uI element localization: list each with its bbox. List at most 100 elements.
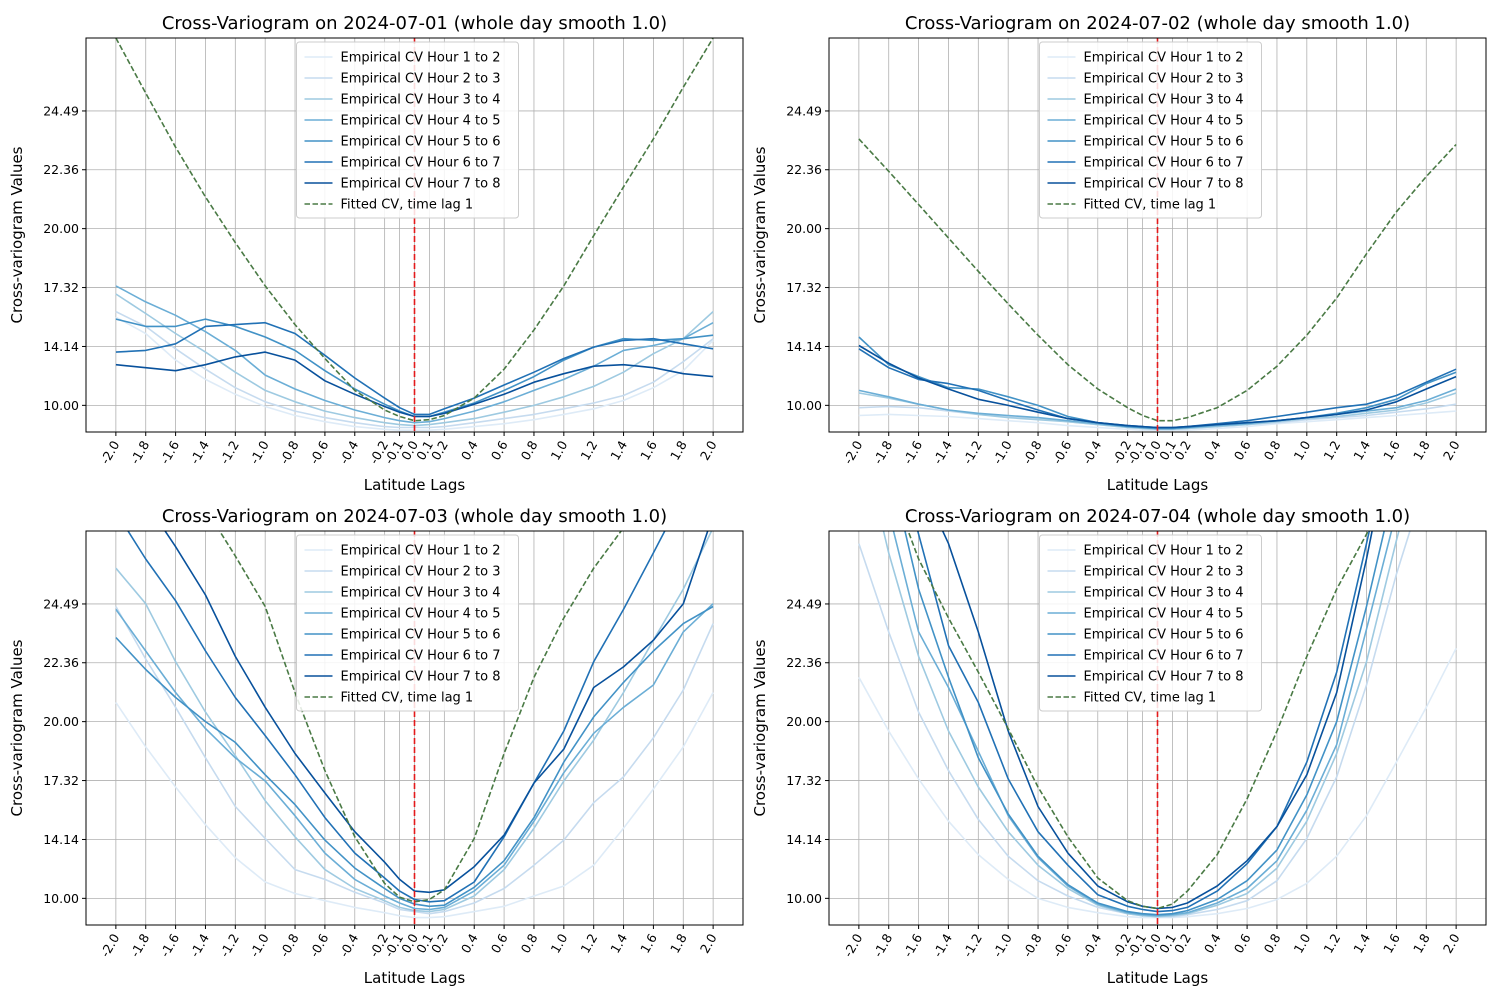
y-tick-label: 14.14: [43, 832, 79, 847]
x-tick-label: 1.4: [1350, 438, 1373, 463]
chart-panel-2: -2.0 -1.8 -1.6 -1.4 -1.2 -1.0 -0.8 -0.6 -0.4 -0.2…: [751, 13, 1487, 494]
chart-title: Cross-Variogram on 2024-07-01 (whole day…: [162, 13, 667, 34]
y-tick-label: 22.36: [786, 655, 822, 670]
x-tick-label: 0.2: [428, 931, 451, 956]
x-tick-label: -0.4: [336, 438, 361, 467]
x-tick-label: 1.0: [1290, 438, 1313, 463]
legend-entry: Empirical CV Hour 2 to 3: [1084, 72, 1244, 87]
x-tick-label: 0.2: [1171, 931, 1194, 956]
chart-title: Cross-Variogram on 2024-07-02 (whole day…: [905, 13, 1410, 34]
x-tick-label: 1.4: [607, 438, 630, 463]
series-line-8: [115, 38, 714, 422]
legend-entry: Empirical CV Hour 3 to 4: [1084, 586, 1244, 601]
y-tick-label: 10.00: [43, 891, 79, 906]
x-tick-label: -1.4: [930, 931, 955, 960]
y-tick-label: 10.00: [786, 891, 822, 906]
series-line-8: [907, 531, 1370, 910]
legend-entry: Empirical CV Hour 7 to 8: [1084, 670, 1244, 685]
legend-entry: Fitted CV, time lag 1: [341, 198, 474, 213]
x-tick-label: -0.8: [1019, 438, 1044, 467]
x-tick-label: 1.6: [1380, 438, 1403, 463]
series-line-3: [882, 531, 1400, 918]
y-tick-label: 14.14: [786, 832, 822, 847]
series-line-8: [858, 138, 1457, 422]
x-tick-label: 1.4: [607, 931, 630, 956]
x-tick-label: 1.2: [577, 931, 600, 956]
x-tick-label: 1.0: [547, 438, 570, 463]
x-tick-label: -2.0: [97, 931, 122, 960]
x-tick-label: 1.4: [1350, 931, 1373, 956]
x-tick-label: 0.6: [488, 438, 511, 463]
series-line-1: [115, 692, 714, 919]
x-axis-label: Latitude Lags: [364, 476, 466, 494]
y-tick-label: 14.14: [43, 339, 79, 354]
y-axis-label: Cross-variogram Values: [8, 639, 26, 816]
x-tick-label: -1.4: [930, 438, 955, 467]
x-tick-label: -1.6: [157, 931, 182, 960]
legend-entry: Empirical CV Hour 2 to 3: [1084, 565, 1244, 580]
x-tick-label: -0.8: [1019, 931, 1044, 960]
x-tick-label: 1.6: [637, 438, 660, 463]
x-tick-label: 1.0: [547, 931, 570, 956]
legend: Empirical CV Hour 1 to 2 Empirical CV Hou…: [1039, 41, 1262, 219]
x-tick-label: -1.0: [990, 438, 1015, 467]
y-axis-label: Cross-variogram Values: [751, 146, 769, 323]
y-tick-label: 24.49: [43, 103, 79, 118]
chart-title: Cross-Variogram on 2024-07-04 (whole day…: [905, 506, 1410, 527]
x-tick-label: -0.6: [306, 438, 331, 467]
x-tick-label: 0.6: [1231, 438, 1254, 463]
legend-entry: Empirical CV Hour 4 to 5: [1084, 114, 1244, 129]
legend-entry: Empirical CV Hour 1 to 2: [1084, 544, 1244, 559]
x-tick-label: -1.2: [960, 931, 985, 960]
x-tick-label: 2.0: [1440, 931, 1463, 956]
legend-entry: Empirical CV Hour 5 to 6: [1084, 628, 1244, 643]
series-line-7: [941, 531, 1373, 910]
x-tick-label: 1.2: [577, 438, 600, 463]
legend-box: [296, 534, 519, 712]
y-axis-label: Cross-variogram Values: [8, 146, 26, 323]
x-tick-label: -2.0: [840, 931, 865, 960]
legend-entry: Empirical CV Hour 6 to 7: [341, 649, 501, 664]
x-tick-label: 0.4: [458, 931, 481, 956]
y-tick-label: 20.00: [786, 221, 822, 236]
series-line-8: [218, 531, 623, 903]
y-tick-label: 10.00: [43, 398, 79, 413]
series-line-1: [858, 647, 1457, 919]
x-tick-label: -1.6: [900, 438, 925, 467]
x-tick-label: 1.2: [1320, 931, 1343, 956]
legend-entry: Empirical CV Hour 7 to 8: [341, 177, 501, 192]
legend-entry: Fitted CV, time lag 1: [341, 691, 474, 706]
x-tick-label: 1.2: [1320, 438, 1343, 463]
x-tick-label: -0.4: [1079, 438, 1104, 467]
x-tick-label: 1.8: [667, 931, 690, 956]
y-tick-label: 24.49: [786, 596, 822, 611]
x-axis-label: Latitude Lags: [1107, 476, 1209, 494]
x-tick-label: 0.4: [458, 438, 481, 463]
y-tick-label: 10.00: [786, 398, 822, 413]
legend-entry: Empirical CV Hour 6 to 7: [341, 156, 501, 171]
x-tick-label: 1.6: [637, 931, 660, 956]
x-tick-label: 1.8: [1410, 931, 1433, 956]
legend-entry: Empirical CV Hour 1 to 2: [341, 544, 501, 559]
x-tick-label: 0.4: [1201, 931, 1224, 956]
series-line-4: [115, 285, 714, 424]
x-tick-label: 1.0: [1290, 931, 1313, 956]
legend-entry: Empirical CV Hour 3 to 4: [341, 586, 501, 601]
x-tick-label: -0.6: [306, 931, 331, 960]
legend-entry: Empirical CV Hour 2 to 3: [341, 565, 501, 580]
x-axis-label: Latitude Lags: [1107, 969, 1209, 987]
x-tick-label: -1.8: [127, 438, 152, 467]
x-tick-label: 0.8: [518, 438, 541, 463]
legend-entry: Empirical CV Hour 6 to 7: [1084, 649, 1244, 664]
legend-box: [1039, 41, 1262, 219]
x-tick-label: -2.0: [97, 438, 122, 467]
legend-entry: Empirical CV Hour 1 to 2: [1084, 51, 1244, 66]
legend-entry: Empirical CV Hour 4 to 5: [341, 114, 501, 129]
legend-entry: Empirical CV Hour 5 to 6: [341, 628, 501, 643]
x-tick-label: -0.4: [336, 931, 361, 960]
legend-entry: Empirical CV Hour 6 to 7: [1084, 156, 1244, 171]
legend-entry: Empirical CV Hour 7 to 8: [1084, 177, 1244, 192]
x-tick-label: 0.6: [1231, 931, 1254, 956]
legend-entry: Empirical CV Hour 2 to 3: [341, 72, 501, 87]
